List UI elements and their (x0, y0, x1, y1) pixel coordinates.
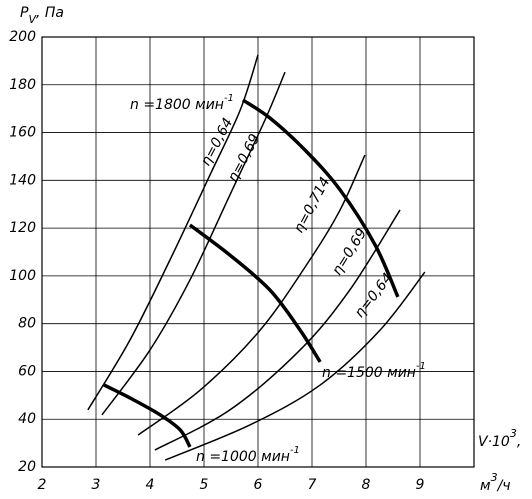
x-tick-label: 9 (416, 477, 425, 493)
y-tick-label: 180 (9, 77, 36, 93)
y-tick-label: 80 (18, 316, 36, 332)
x-tick-label: 8 (362, 477, 371, 493)
curve (164, 271, 426, 461)
curve-label-name: n =1000 мин (196, 449, 290, 465)
x-tick-label: 3 (92, 477, 101, 493)
y-tick-label: 100 (9, 268, 36, 284)
curve-label-sup: -1 (224, 93, 234, 104)
y-tick-label: 160 (9, 125, 36, 141)
x-axis-title-main: м (480, 478, 491, 494)
curve-label: n =1500 мин-1 (322, 361, 426, 381)
curve (101, 71, 286, 416)
curve-label: n =1000 мин-1 (196, 445, 300, 465)
x-tick-label: 2 (38, 477, 47, 493)
curve-label-name: η=0,69 (329, 226, 370, 278)
x-axis-title-rest: /ч (496, 478, 511, 494)
x-axis-title-sup: 3 (510, 427, 517, 440)
y-tick-label: 120 (9, 220, 36, 236)
curve (103, 383, 192, 448)
y-tick-label: 200 (9, 29, 36, 45)
curve-label-name: n =1800 мин (130, 97, 224, 113)
curve-label: η=0,69 (329, 226, 370, 278)
curve-label-sup: -1 (416, 361, 426, 372)
plot-frame (41, 36, 475, 468)
x-axis-title-rest: , (517, 434, 521, 450)
curve-label-name: n =1500 мин (322, 365, 416, 381)
y-axis-title-rest: , Па (36, 5, 64, 21)
y-tick-label: 40 (18, 411, 36, 427)
y-tick-label: 140 (9, 172, 36, 188)
y-tick-label: 20 (18, 459, 36, 475)
x-axis-title-main: V·10 (478, 434, 510, 450)
curve (154, 209, 401, 451)
y-axis-title: PV, Па (20, 5, 64, 26)
x-tick-label: 6 (254, 477, 263, 493)
x-tick-label: 7 (308, 477, 317, 493)
curve-label: n =1800 мин-1 (130, 93, 234, 113)
x-axis-title: м3/ч (480, 471, 511, 494)
y-tick-label: 60 (18, 363, 36, 379)
curve-label-sup: -1 (290, 445, 300, 456)
x-axis-title: V·103, (478, 427, 521, 450)
y-axis-title-sub: V (28, 13, 37, 26)
curve (137, 154, 366, 436)
curve (188, 223, 322, 363)
y-axis-title-main: P (20, 5, 29, 21)
x-tick-label: 4 (146, 477, 155, 493)
curve (241, 98, 400, 298)
curve (87, 54, 259, 411)
x-tick-label: 5 (200, 477, 209, 493)
x-axis-title-sup: 3 (491, 471, 498, 484)
